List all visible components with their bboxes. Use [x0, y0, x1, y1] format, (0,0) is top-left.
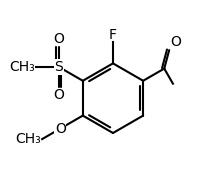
Text: O: O [55, 122, 66, 136]
Text: F: F [109, 28, 117, 42]
Text: S: S [54, 60, 63, 74]
Text: CH₃: CH₃ [15, 132, 41, 146]
Text: O: O [170, 35, 181, 49]
Text: CH₃: CH₃ [9, 60, 35, 74]
Text: O: O [53, 32, 64, 46]
Text: O: O [53, 88, 64, 102]
